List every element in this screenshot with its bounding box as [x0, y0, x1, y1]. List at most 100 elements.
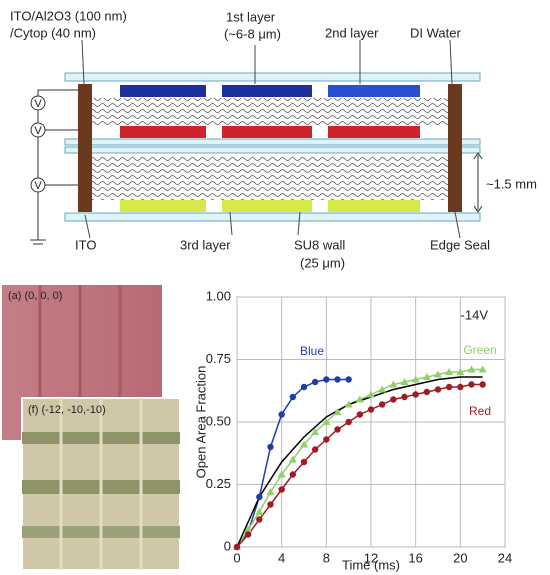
photo-lines	[59, 398, 143, 570]
marker	[277, 470, 286, 478]
x-tick-label: 4	[278, 550, 285, 565]
marker	[367, 390, 375, 398]
x-tick-label: 12	[364, 550, 378, 565]
label: ~1.5 mm	[486, 176, 537, 191]
source	[30, 122, 46, 138]
label: (~6-8 μm)	[224, 26, 281, 41]
x-tick-label: 8	[323, 550, 330, 565]
marker	[311, 428, 320, 435]
label: ITO	[75, 237, 96, 252]
photo-label: (f) (-12, -10,-10)	[28, 404, 106, 416]
marker	[401, 393, 408, 401]
marker	[400, 378, 409, 385]
marker	[412, 391, 419, 398]
y-axis-label: Open Area Fraction	[193, 366, 208, 479]
marker	[445, 383, 453, 391]
label: DI Water	[410, 25, 461, 40]
red-pixels	[120, 126, 420, 138]
label: SU8 wall	[294, 237, 345, 252]
marker	[479, 381, 486, 388]
arrow	[473, 152, 483, 213]
marker	[456, 368, 465, 375]
photos: (a) (0, 0, 0) (f) (-12, -10,-10)	[2, 285, 181, 571]
marker	[300, 458, 308, 466]
marker	[266, 488, 275, 495]
y-tick-label: 0.50	[206, 413, 231, 428]
label: 3rd layer	[180, 237, 231, 252]
series-label: Blue	[300, 344, 324, 358]
source	[30, 95, 46, 111]
marker	[267, 501, 274, 508]
edge-seal	[78, 84, 92, 212]
marker	[334, 426, 341, 433]
marker	[244, 531, 252, 538]
marker	[323, 376, 330, 383]
marker	[233, 543, 241, 551]
marker	[445, 368, 454, 375]
marker	[478, 365, 487, 373]
yellow-pixels	[120, 200, 420, 212]
marker	[334, 376, 341, 383]
marker	[256, 493, 263, 501]
source	[30, 177, 46, 193]
photo-label: (a) (0, 0, 0)	[8, 290, 62, 302]
marker	[467, 365, 476, 373]
marker	[378, 401, 386, 408]
marker	[434, 386, 442, 393]
marker	[356, 411, 364, 418]
marker	[345, 376, 352, 383]
label: 1st layer	[226, 9, 276, 24]
marker	[289, 471, 297, 478]
label: Edge Seal	[430, 237, 490, 252]
y-tick-label: 0.25	[206, 476, 231, 491]
marker	[267, 443, 274, 451]
marker	[378, 385, 387, 393]
marker	[422, 373, 431, 380]
wires	[30, 89, 78, 245]
x-tick-label: 24	[498, 550, 512, 565]
y-tick-label: 0	[224, 538, 231, 553]
marker	[288, 455, 297, 463]
annotation: -14V	[461, 307, 489, 322]
marker	[278, 411, 285, 418]
edge-seal	[448, 84, 462, 212]
marker	[322, 418, 331, 425]
series-line	[236, 383, 483, 548]
marker	[311, 446, 319, 453]
marker	[278, 486, 285, 493]
marker	[468, 381, 475, 388]
marker	[333, 408, 342, 415]
series-label: Green	[463, 343, 496, 357]
water	[92, 155, 448, 200]
glass	[64, 138, 481, 146]
marker	[434, 370, 442, 378]
x-tick-label: 16	[408, 550, 422, 565]
leaders	[81, 39, 461, 239]
marker	[457, 383, 464, 391]
y-tick-label: 1.00	[206, 288, 231, 303]
marker	[355, 395, 364, 403]
marker	[256, 516, 263, 523]
marker	[411, 375, 420, 383]
x-tick-label: 0	[233, 550, 240, 565]
x-tick-label: 20	[453, 550, 467, 565]
marker	[311, 378, 319, 386]
label: ITO/Al2O3 (100 nm)	[10, 8, 127, 23]
water	[92, 98, 448, 126]
x-axis-label: Time (ms)	[342, 557, 400, 572]
blue-pixels	[120, 85, 420, 97]
marker	[390, 396, 397, 403]
marker	[244, 525, 253, 533]
label: 2nd layer	[325, 25, 379, 40]
marker	[344, 400, 353, 408]
glass	[64, 212, 481, 222]
marker	[345, 418, 352, 426]
label: (25 μm)	[300, 255, 345, 270]
series-label: Red	[469, 404, 491, 418]
glass	[64, 72, 481, 82]
marker	[289, 393, 297, 401]
glass	[64, 146, 481, 154]
y-tick-label: 0.75	[206, 351, 231, 366]
marker	[300, 440, 308, 448]
